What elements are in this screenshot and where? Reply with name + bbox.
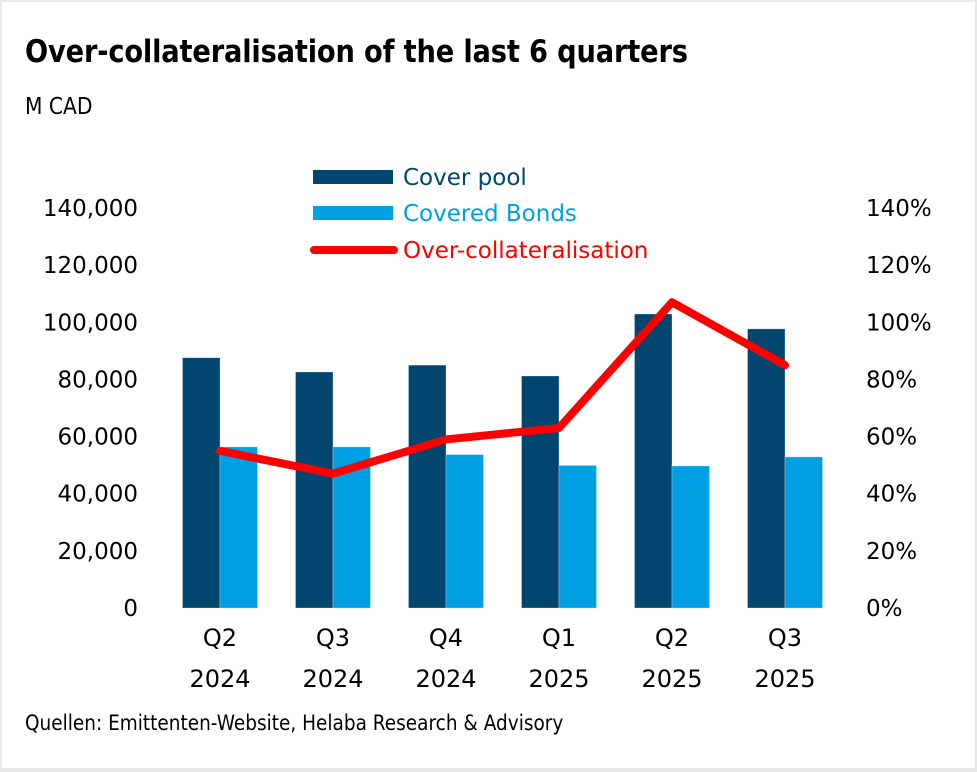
right-tick-label: 40% <box>866 482 917 508</box>
left-tick-label: 40,000 <box>58 482 138 508</box>
unit-label: M CAD <box>25 94 93 120</box>
bar-cover-pool <box>634 313 673 609</box>
bar-covered-bonds <box>445 454 484 609</box>
right-axis: 0% 20% 40% 60% 80% 100% 120% 140% <box>866 196 932 622</box>
left-tick-label: 80,000 <box>58 367 138 393</box>
legend-label-covered-bonds: Covered Bonds <box>403 201 577 227</box>
x-tick-label-quarter: Q2 <box>655 624 689 652</box>
x-axis: Q2 2024 Q3 2024 Q4 2024 Q1 2025 Q2 2025 Q3 2025 <box>189 624 815 693</box>
legend-swatch-cover-pool <box>313 170 393 184</box>
x-tick-label-quarter: Q3 <box>768 624 802 652</box>
x-tick-label-quarter: Q1 <box>542 624 576 652</box>
left-tick-label: 20,000 <box>58 539 138 565</box>
legend: Cover pool Covered Bonds Over-collateral… <box>310 165 648 264</box>
chart-title: Over-collateralisation of the last 6 qua… <box>25 34 688 70</box>
left-axis: 0 20,000 40,000 60,000 80,000 100,000 120,000 1… <box>43 196 138 622</box>
bar-cover-pool <box>521 375 560 609</box>
x-tick-label-year: 2024 <box>415 665 476 693</box>
x-tick-label-quarter: Q2 <box>203 624 237 652</box>
left-tick-label: 0 <box>123 596 138 622</box>
line-layer <box>216 298 789 478</box>
right-tick-label: 0% <box>866 596 903 622</box>
bar-cover-pool <box>182 357 221 609</box>
x-tick-label-year: 2025 <box>641 665 702 693</box>
legend-label-over-collateralisation: Over-collateralisation <box>403 238 648 264</box>
bar-covered-bonds <box>558 465 597 609</box>
x-tick-label-quarter: Q4 <box>429 624 463 652</box>
bar-cover-pool <box>295 371 334 609</box>
bar-cover-pool <box>747 328 786 609</box>
x-tick-label-quarter: Q3 <box>316 624 350 652</box>
left-tick-label: 120,000 <box>43 253 138 279</box>
right-tick-label: 100% <box>866 310 932 336</box>
bar-cover-pool <box>408 364 447 609</box>
bar-covered-bonds <box>671 465 710 609</box>
right-tick-label: 120% <box>866 253 932 279</box>
x-tick-label-year: 2025 <box>528 665 589 693</box>
left-tick-label: 100,000 <box>43 310 138 336</box>
bar-covered-bonds <box>219 446 258 609</box>
bar-covered-bonds <box>784 456 823 609</box>
legend-swatch-covered-bonds <box>313 206 393 220</box>
bars <box>182 313 823 609</box>
right-tick-label: 60% <box>866 425 917 451</box>
line-over-collateralisation <box>216 298 789 478</box>
right-tick-label: 80% <box>866 367 917 393</box>
x-tick-label-year: 2024 <box>189 665 250 693</box>
right-tick-label: 20% <box>866 539 917 565</box>
bar-covered-bonds <box>332 446 371 609</box>
legend-label-cover-pool: Cover pool <box>403 165 527 191</box>
left-tick-label: 140,000 <box>43 196 138 222</box>
source-note: Quellen: Emittenten-Website, Helaba Rese… <box>25 711 564 735</box>
x-tick-label-year: 2025 <box>754 665 815 693</box>
left-tick-label: 60,000 <box>58 425 138 451</box>
x-tick-label-year: 2024 <box>302 665 363 693</box>
right-tick-label: 140% <box>866 196 932 222</box>
